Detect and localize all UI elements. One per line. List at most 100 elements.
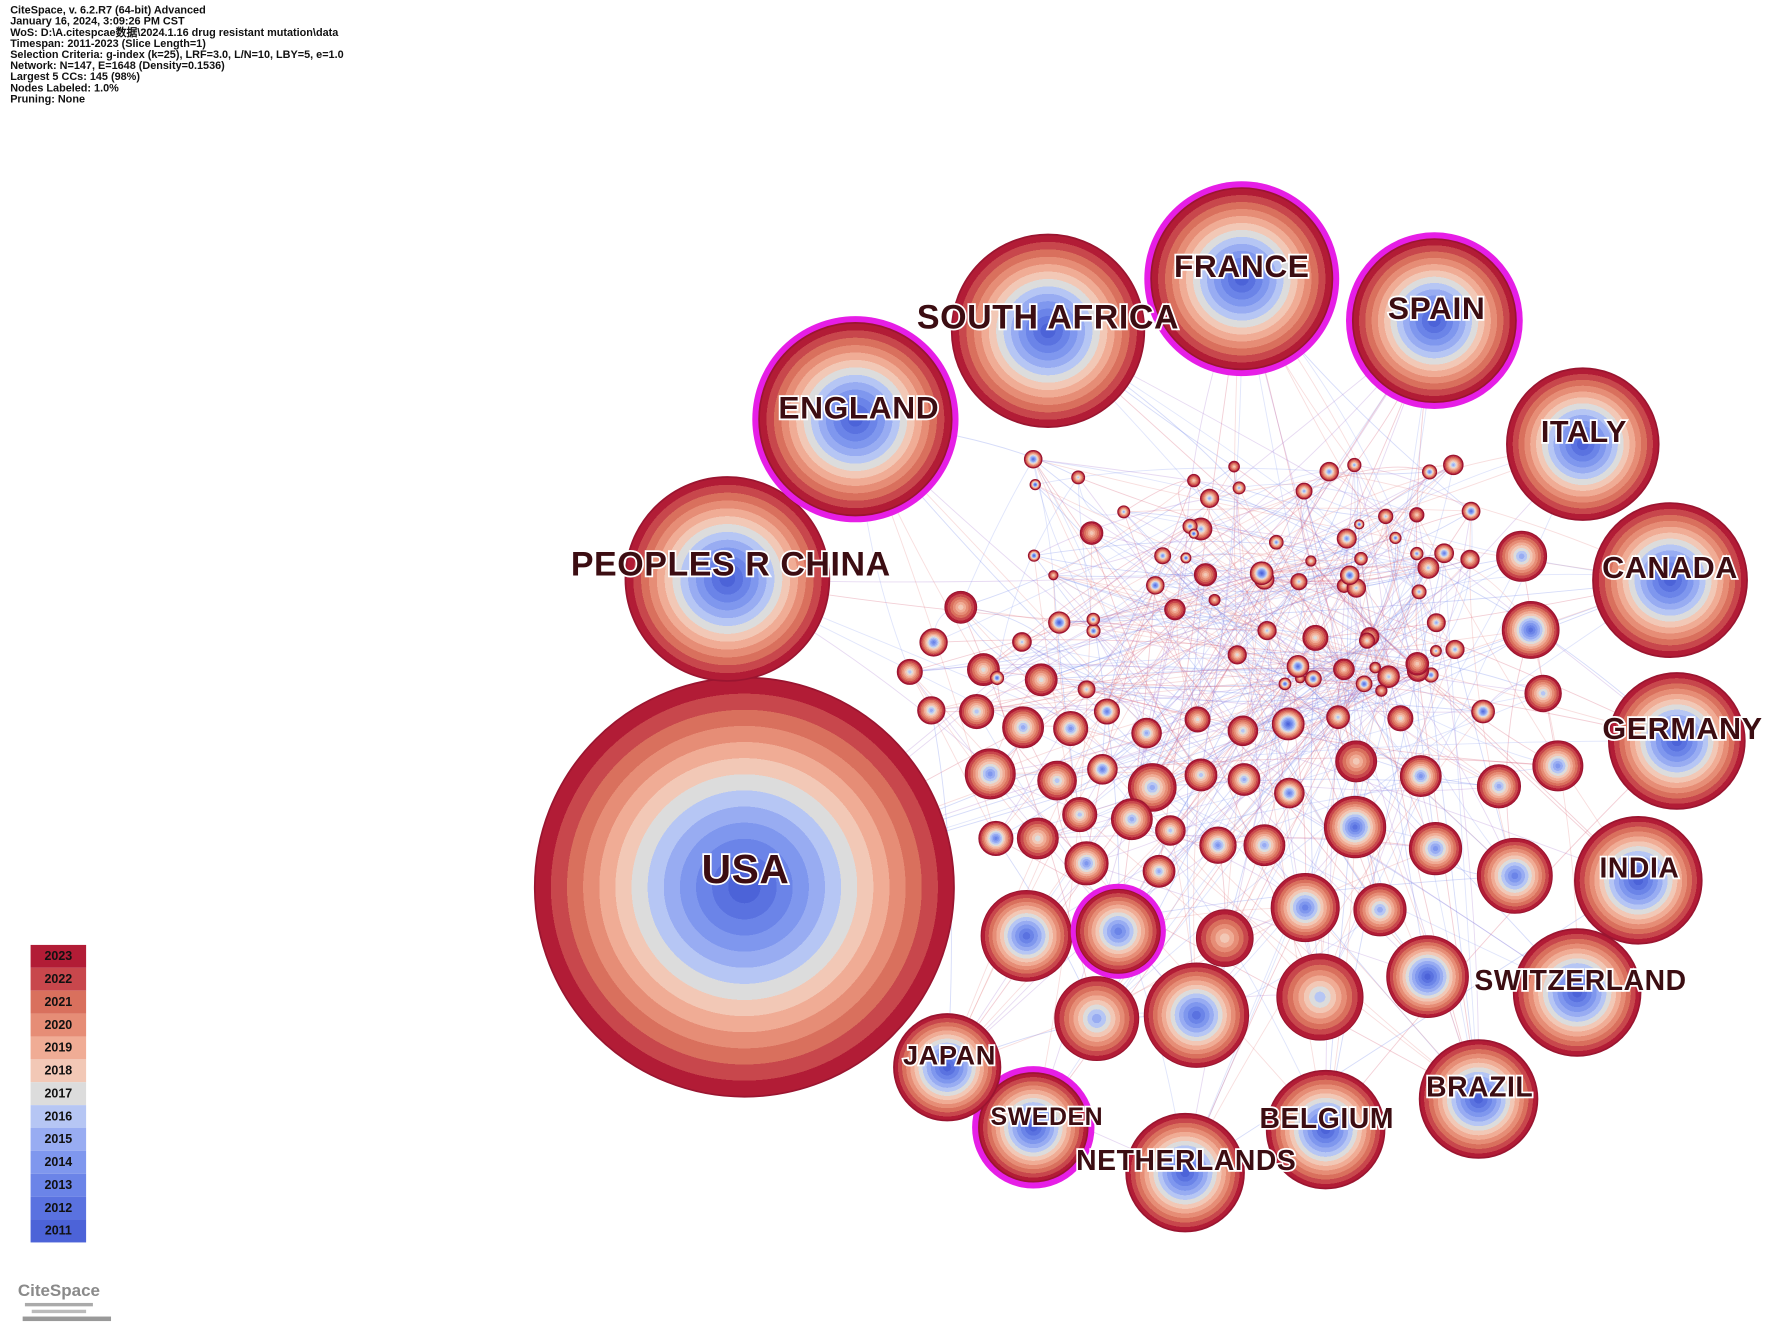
edge	[1369, 537, 1399, 637]
node	[917, 696, 946, 725]
node	[1354, 551, 1368, 566]
edge	[1189, 526, 1342, 673]
node	[1319, 461, 1339, 482]
node-label: FRANCE	[1174, 248, 1310, 284]
labels: USA PEOPLES R CHINA ENGLAND SOUTH AFRICA FRA…	[569, 246, 1764, 1178]
edge	[1217, 837, 1436, 850]
node	[1027, 549, 1041, 562]
edge	[1102, 740, 1677, 770]
header: CiteSpace, v. 6.2.R7 (64-bit) AdvancedJa…	[10, 5, 343, 106]
edge	[983, 525, 1191, 670]
edge	[1297, 648, 1437, 667]
node	[1347, 457, 1362, 473]
node	[1110, 798, 1153, 841]
node-label: SOUTH AFRICA	[917, 298, 1179, 336]
edge	[1193, 480, 1381, 910]
header-line: Nodes Labeled: 1.0%	[10, 82, 119, 94]
node	[1339, 565, 1360, 586]
logo: CiteSpace	[18, 1281, 112, 1322]
legend-swatch	[30, 1059, 87, 1083]
edge	[1303, 490, 1357, 762]
edge	[1032, 459, 1054, 576]
header-line: Largest 5 CCs: 145 (98%)	[10, 71, 140, 83]
node-label: SPAIN	[1388, 290, 1485, 326]
legend-swatch	[30, 1173, 87, 1197]
edge	[1435, 511, 1473, 652]
edge	[1313, 637, 1356, 828]
edge	[976, 572, 1262, 712]
node	[1271, 707, 1305, 741]
edge	[995, 732, 1147, 839]
legend-year: 2023	[44, 949, 72, 963]
edge	[1310, 560, 1516, 876]
node	[1274, 777, 1305, 809]
edge	[1190, 525, 1429, 569]
edge	[1155, 552, 1445, 586]
node	[1195, 909, 1254, 968]
node	[1227, 763, 1261, 796]
edge	[1301, 471, 1330, 562]
edge	[1413, 471, 1432, 676]
edge	[1086, 716, 1339, 864]
node	[1199, 488, 1220, 508]
legend-swatch	[30, 1013, 87, 1037]
legend: 2023 2022 2021 2020 2019 2018 2017 2016 2015 2014…	[30, 944, 87, 1243]
edge	[1032, 458, 1516, 877]
edge	[1299, 555, 1522, 679]
node	[1418, 1039, 1539, 1159]
edge	[1117, 585, 1156, 932]
node	[1408, 821, 1463, 876]
legend-year: 2011	[45, 1224, 72, 1238]
legend-year: 2018	[44, 1064, 72, 1078]
edge	[1185, 553, 1312, 562]
node	[1305, 555, 1317, 567]
edge	[1037, 834, 1436, 850]
edge	[996, 464, 1355, 679]
node	[1354, 519, 1365, 530]
legend-swatch	[30, 990, 87, 1014]
header-line: Network: N=147, E=1648 (Density=0.1536)	[10, 60, 225, 72]
node	[893, 1013, 1002, 1122]
edge	[996, 477, 1079, 678]
node-label: NETHERLANDS	[1076, 1145, 1296, 1177]
node	[1430, 645, 1442, 657]
edge	[1349, 575, 1516, 877]
edge	[1385, 516, 1436, 849]
edge	[1091, 532, 1202, 776]
node	[1286, 655, 1310, 678]
node-label: PEOPLES R CHINA	[571, 545, 891, 583]
node	[1378, 508, 1394, 525]
legend-swatch	[30, 967, 87, 991]
edge	[1200, 538, 1348, 776]
edge	[1298, 558, 1471, 583]
node	[1037, 760, 1077, 801]
node	[1164, 598, 1186, 621]
edge	[1033, 541, 1362, 560]
edge	[1102, 622, 1437, 770]
edge	[1360, 558, 1429, 977]
node	[1193, 563, 1218, 587]
header-line: CiteSpace, v. 6.2.R7 (64-bit) Advanced	[10, 5, 206, 17]
edge	[1041, 679, 1198, 720]
node	[1016, 817, 1059, 860]
header-line: Selection Criteria: g-index (k=25), LRF=…	[10, 49, 343, 61]
node	[896, 658, 923, 685]
edge	[1053, 574, 1419, 672]
node	[1476, 837, 1553, 914]
edge	[1151, 490, 1305, 788]
legend-year: 2020	[44, 1018, 72, 1032]
edge	[1242, 729, 1422, 777]
edge	[996, 490, 1305, 679]
node	[1232, 481, 1246, 495]
edge	[976, 677, 1301, 712]
logo-text: CiteSpace	[18, 1281, 100, 1300]
node	[978, 1072, 1089, 1183]
edge	[1123, 507, 1472, 513]
node	[1012, 632, 1032, 652]
edge	[995, 579, 1265, 839]
edge	[1193, 480, 1362, 560]
edge	[1416, 514, 1480, 1100]
node	[1048, 570, 1059, 581]
node	[1434, 543, 1455, 564]
legend-year: 2016	[44, 1109, 72, 1123]
